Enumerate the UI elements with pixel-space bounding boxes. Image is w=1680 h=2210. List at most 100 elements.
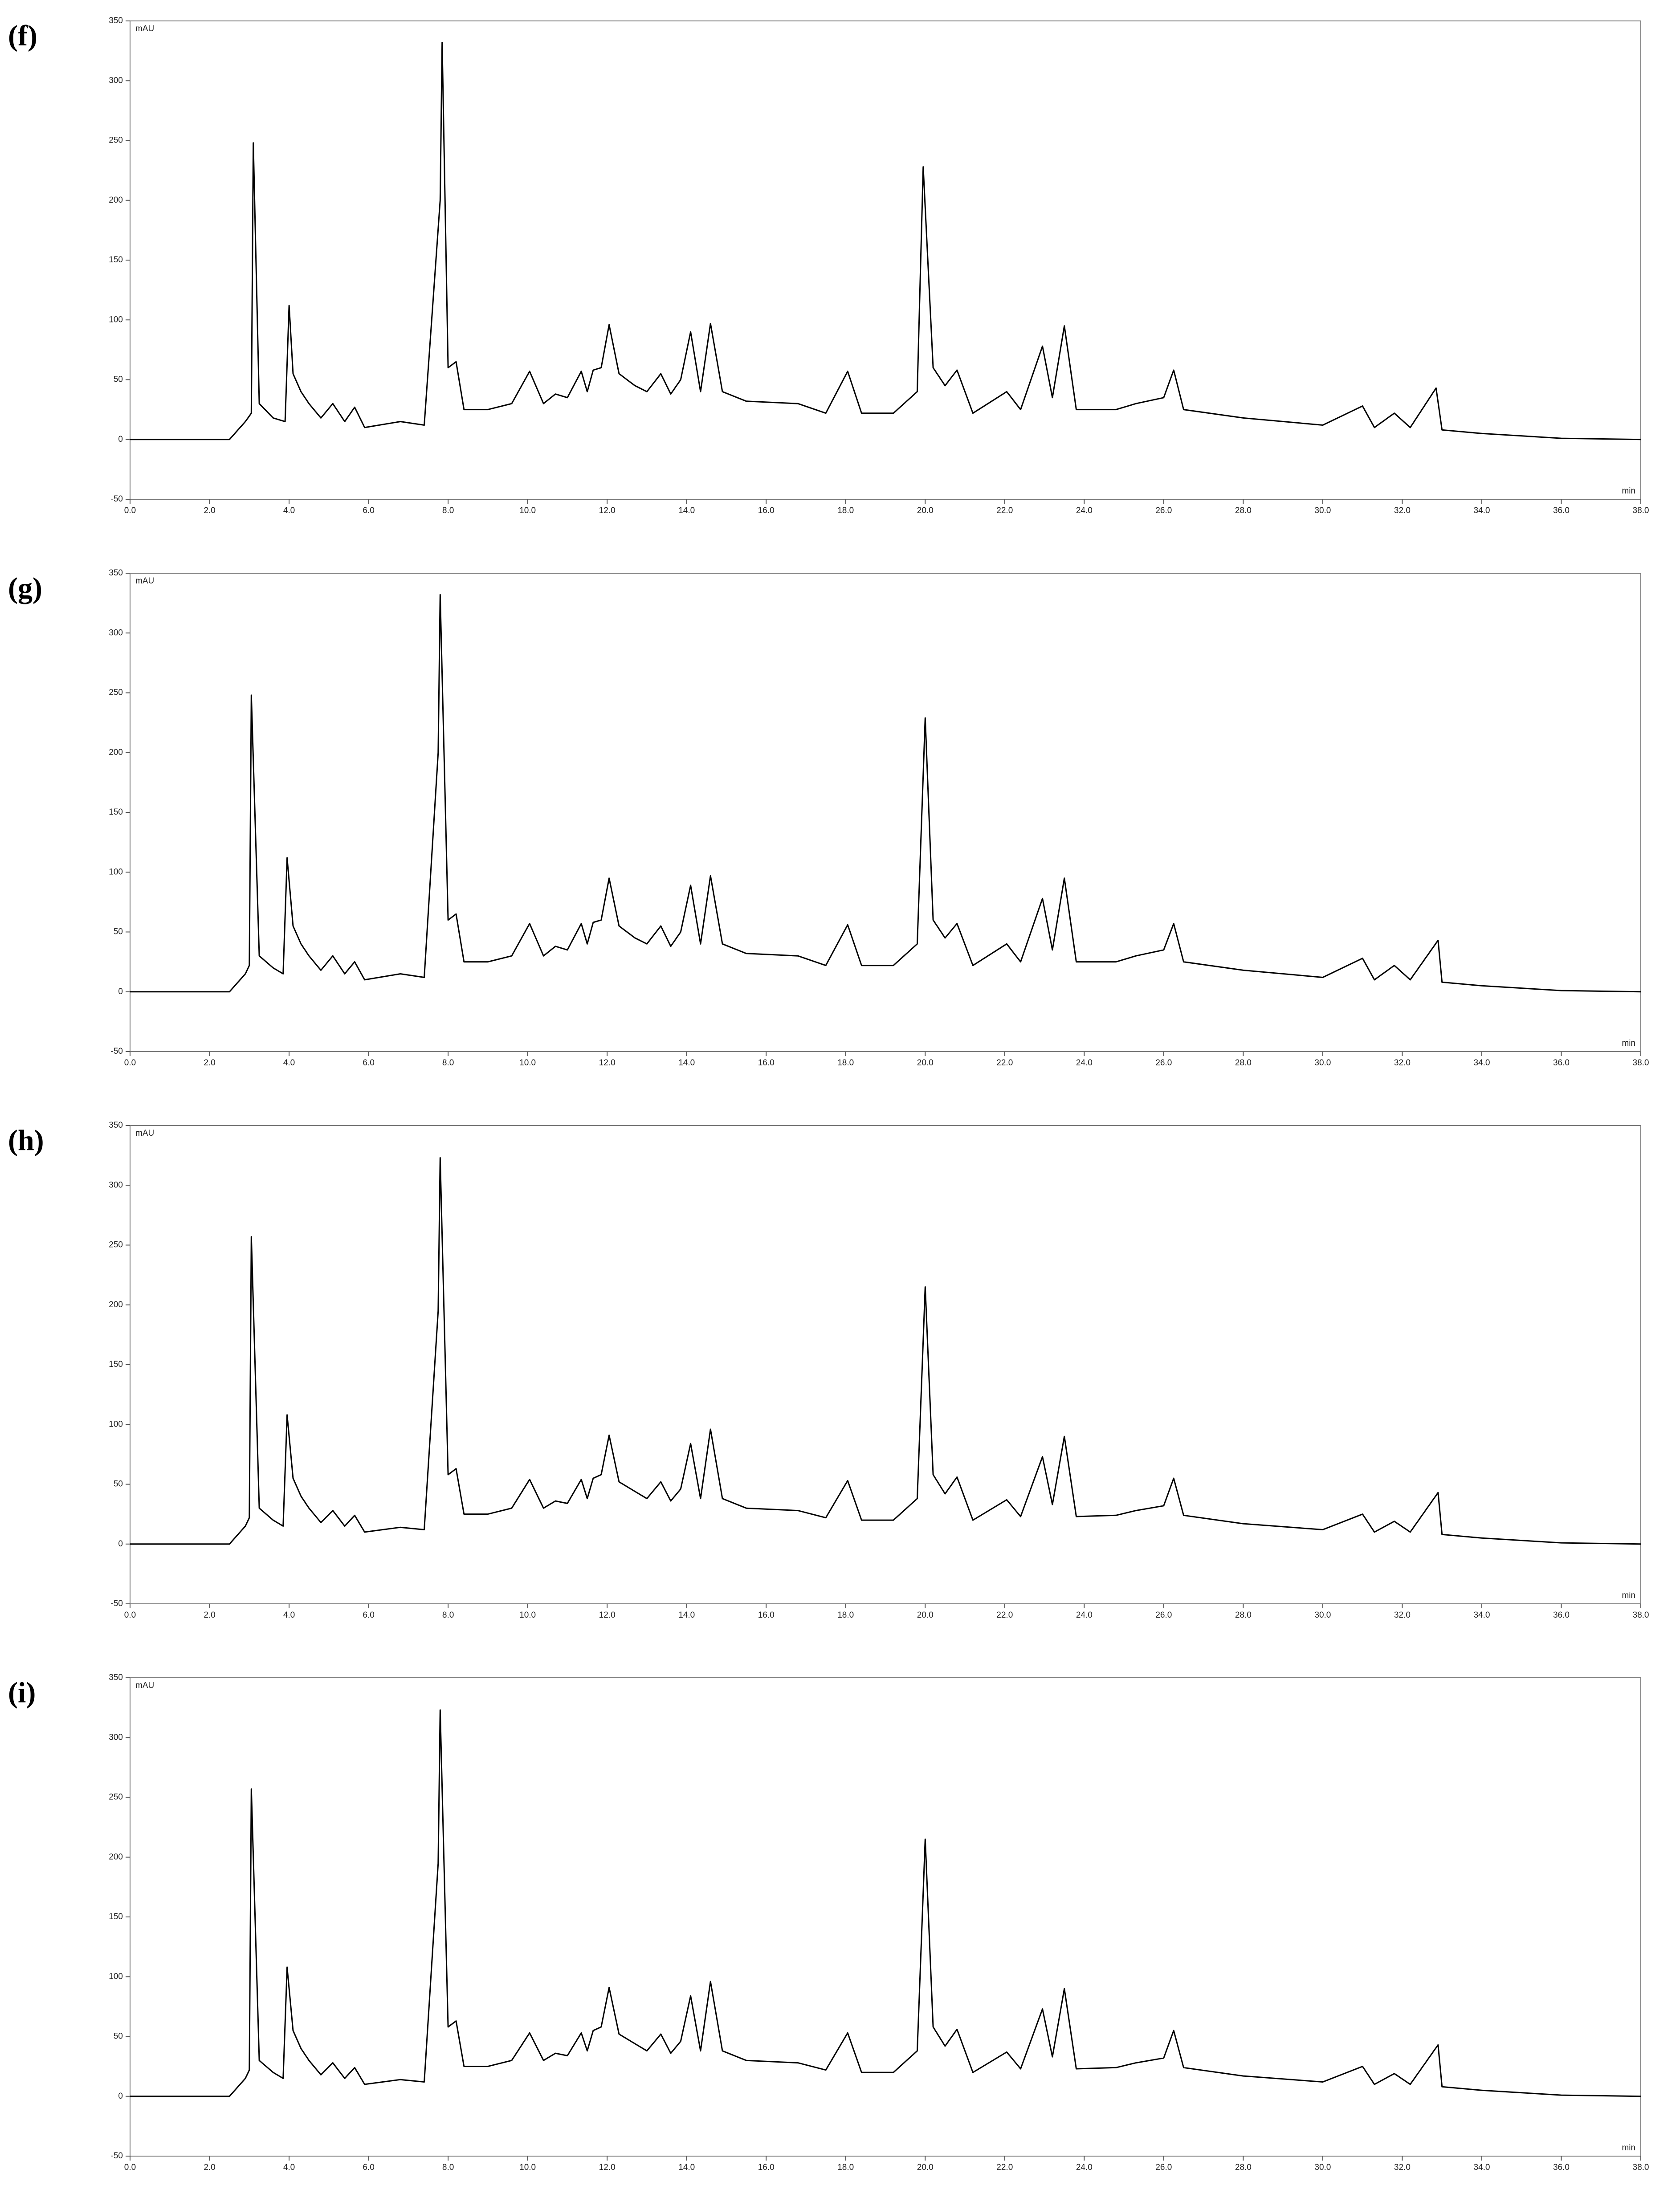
x-tick-label: 0.0	[124, 2163, 136, 2172]
plot-frame	[130, 20, 1641, 500]
plot-frame	[130, 1125, 1641, 1604]
x-tick-label: 0.0	[124, 1611, 136, 1620]
y-tick-label: 200	[109, 748, 123, 757]
x-tick-label: 2.0	[204, 1611, 215, 1620]
x-tick-label: 2.0	[204, 2163, 215, 2172]
x-tick-label: 14.0	[678, 1058, 695, 1068]
x-tick-label: 16.0	[758, 1058, 775, 1068]
x-tick-label: 32.0	[1394, 1058, 1411, 1068]
x-tick-label: 12.0	[599, 1058, 616, 1068]
x-tick-label: 24.0	[1076, 1611, 1093, 1620]
x-tick-label: 20.0	[917, 506, 934, 515]
x-tick-label: 32.0	[1394, 2163, 1411, 2172]
trace	[130, 41, 1641, 440]
x-tick-label: 36.0	[1553, 506, 1570, 515]
x-axis-label: min	[1622, 486, 1635, 496]
x-axis-label: min	[1622, 2143, 1635, 2153]
panel-label: (h)	[8, 1124, 44, 1157]
y-tick-label: 250	[109, 1240, 123, 1250]
x-tick-label: 14.0	[678, 506, 695, 515]
y-tick-label: -50	[111, 2151, 123, 2161]
y-tick-label: 100	[109, 315, 123, 324]
x-tick-label: 38.0	[1633, 1058, 1649, 1068]
x-tick-label: 38.0	[1633, 1611, 1649, 1620]
y-tick-label: 300	[109, 76, 123, 85]
plot-frame	[130, 1677, 1641, 2157]
y-axis-label: mAU	[135, 1681, 154, 1690]
x-tick-label: 22.0	[996, 2163, 1013, 2172]
y-tick-label: 300	[109, 628, 123, 637]
x-tick-label: 24.0	[1076, 2163, 1093, 2172]
x-tick-label: 4.0	[283, 1611, 295, 1620]
y-tick-label: 100	[109, 867, 123, 877]
x-tick-label: 14.0	[678, 1611, 695, 1620]
y-tick-label: 150	[109, 1912, 123, 1921]
x-tick-label: 0.0	[124, 506, 136, 515]
x-tick-label: 18.0	[837, 2163, 854, 2172]
plot-frame	[130, 573, 1641, 1052]
y-tick-label: 0	[118, 987, 123, 996]
x-tick-label: 24.0	[1076, 506, 1093, 515]
y-tick-label: 150	[109, 255, 123, 265]
trace	[130, 594, 1641, 993]
x-tick-label: 2.0	[204, 1058, 215, 1068]
y-tick-label: 150	[109, 807, 123, 817]
panel-label: (i)	[8, 1676, 36, 1709]
y-axis-label: mAU	[135, 576, 154, 586]
x-tick-label: 16.0	[758, 506, 775, 515]
y-tick-label: 250	[109, 136, 123, 145]
x-tick-label: 8.0	[442, 1058, 454, 1068]
y-tick-label: 350	[109, 1121, 123, 1130]
x-tick-label: 20.0	[917, 1611, 934, 1620]
x-tick-label: 34.0	[1473, 506, 1490, 515]
x-tick-label: 10.0	[519, 506, 536, 515]
y-axis-label: mAU	[135, 1129, 154, 1138]
x-tick-label: 18.0	[837, 506, 854, 515]
x-tick-label: 6.0	[363, 1611, 374, 1620]
x-tick-label: 30.0	[1314, 1058, 1331, 1068]
x-tick-label: 28.0	[1235, 506, 1252, 515]
x-tick-label: 8.0	[442, 2163, 454, 2172]
y-tick-label: 250	[109, 688, 123, 697]
y-tick-label: 350	[109, 568, 123, 578]
x-tick-label: 26.0	[1155, 1611, 1172, 1620]
y-tick-label: 150	[109, 1360, 123, 1369]
x-tick-label: 36.0	[1553, 2163, 1570, 2172]
x-tick-label: 22.0	[996, 506, 1013, 515]
y-tick-label: 50	[114, 2032, 123, 2041]
x-tick-label: 12.0	[599, 1611, 616, 1620]
panel-label: (g)	[8, 572, 42, 604]
y-tick-label: 50	[114, 375, 123, 384]
x-tick-label: 38.0	[1633, 2163, 1649, 2172]
x-axis-label: min	[1622, 1591, 1635, 1600]
x-tick-label: 18.0	[837, 1611, 854, 1620]
x-tick-label: 34.0	[1473, 1058, 1490, 1068]
y-tick-label: -50	[111, 494, 123, 504]
x-tick-label: 12.0	[599, 506, 616, 515]
x-tick-label: 26.0	[1155, 506, 1172, 515]
y-tick-label: 0	[118, 1539, 123, 1549]
y-tick-label: 200	[109, 196, 123, 205]
x-tick-label: 18.0	[837, 1058, 854, 1068]
x-tick-label: 22.0	[996, 1611, 1013, 1620]
x-tick-label: 16.0	[758, 2163, 775, 2172]
x-tick-label: 30.0	[1314, 2163, 1331, 2172]
x-tick-label: 32.0	[1394, 1611, 1411, 1620]
y-tick-label: 300	[109, 1180, 123, 1190]
x-tick-label: 4.0	[283, 506, 295, 515]
x-tick-label: 0.0	[124, 1058, 136, 1068]
panel-label: (f)	[8, 20, 37, 52]
x-tick-label: 26.0	[1155, 1058, 1172, 1068]
x-tick-label: 34.0	[1473, 2163, 1490, 2172]
x-tick-label: 4.0	[283, 1058, 295, 1068]
x-tick-label: 36.0	[1553, 1058, 1570, 1068]
x-tick-label: 28.0	[1235, 2163, 1252, 2172]
trace	[130, 1157, 1641, 1545]
x-tick-label: 6.0	[363, 506, 374, 515]
x-tick-label: 24.0	[1076, 1058, 1093, 1068]
x-tick-label: 36.0	[1553, 1611, 1570, 1620]
x-tick-label: 8.0	[442, 1611, 454, 1620]
y-tick-label: 300	[109, 1733, 123, 1742]
